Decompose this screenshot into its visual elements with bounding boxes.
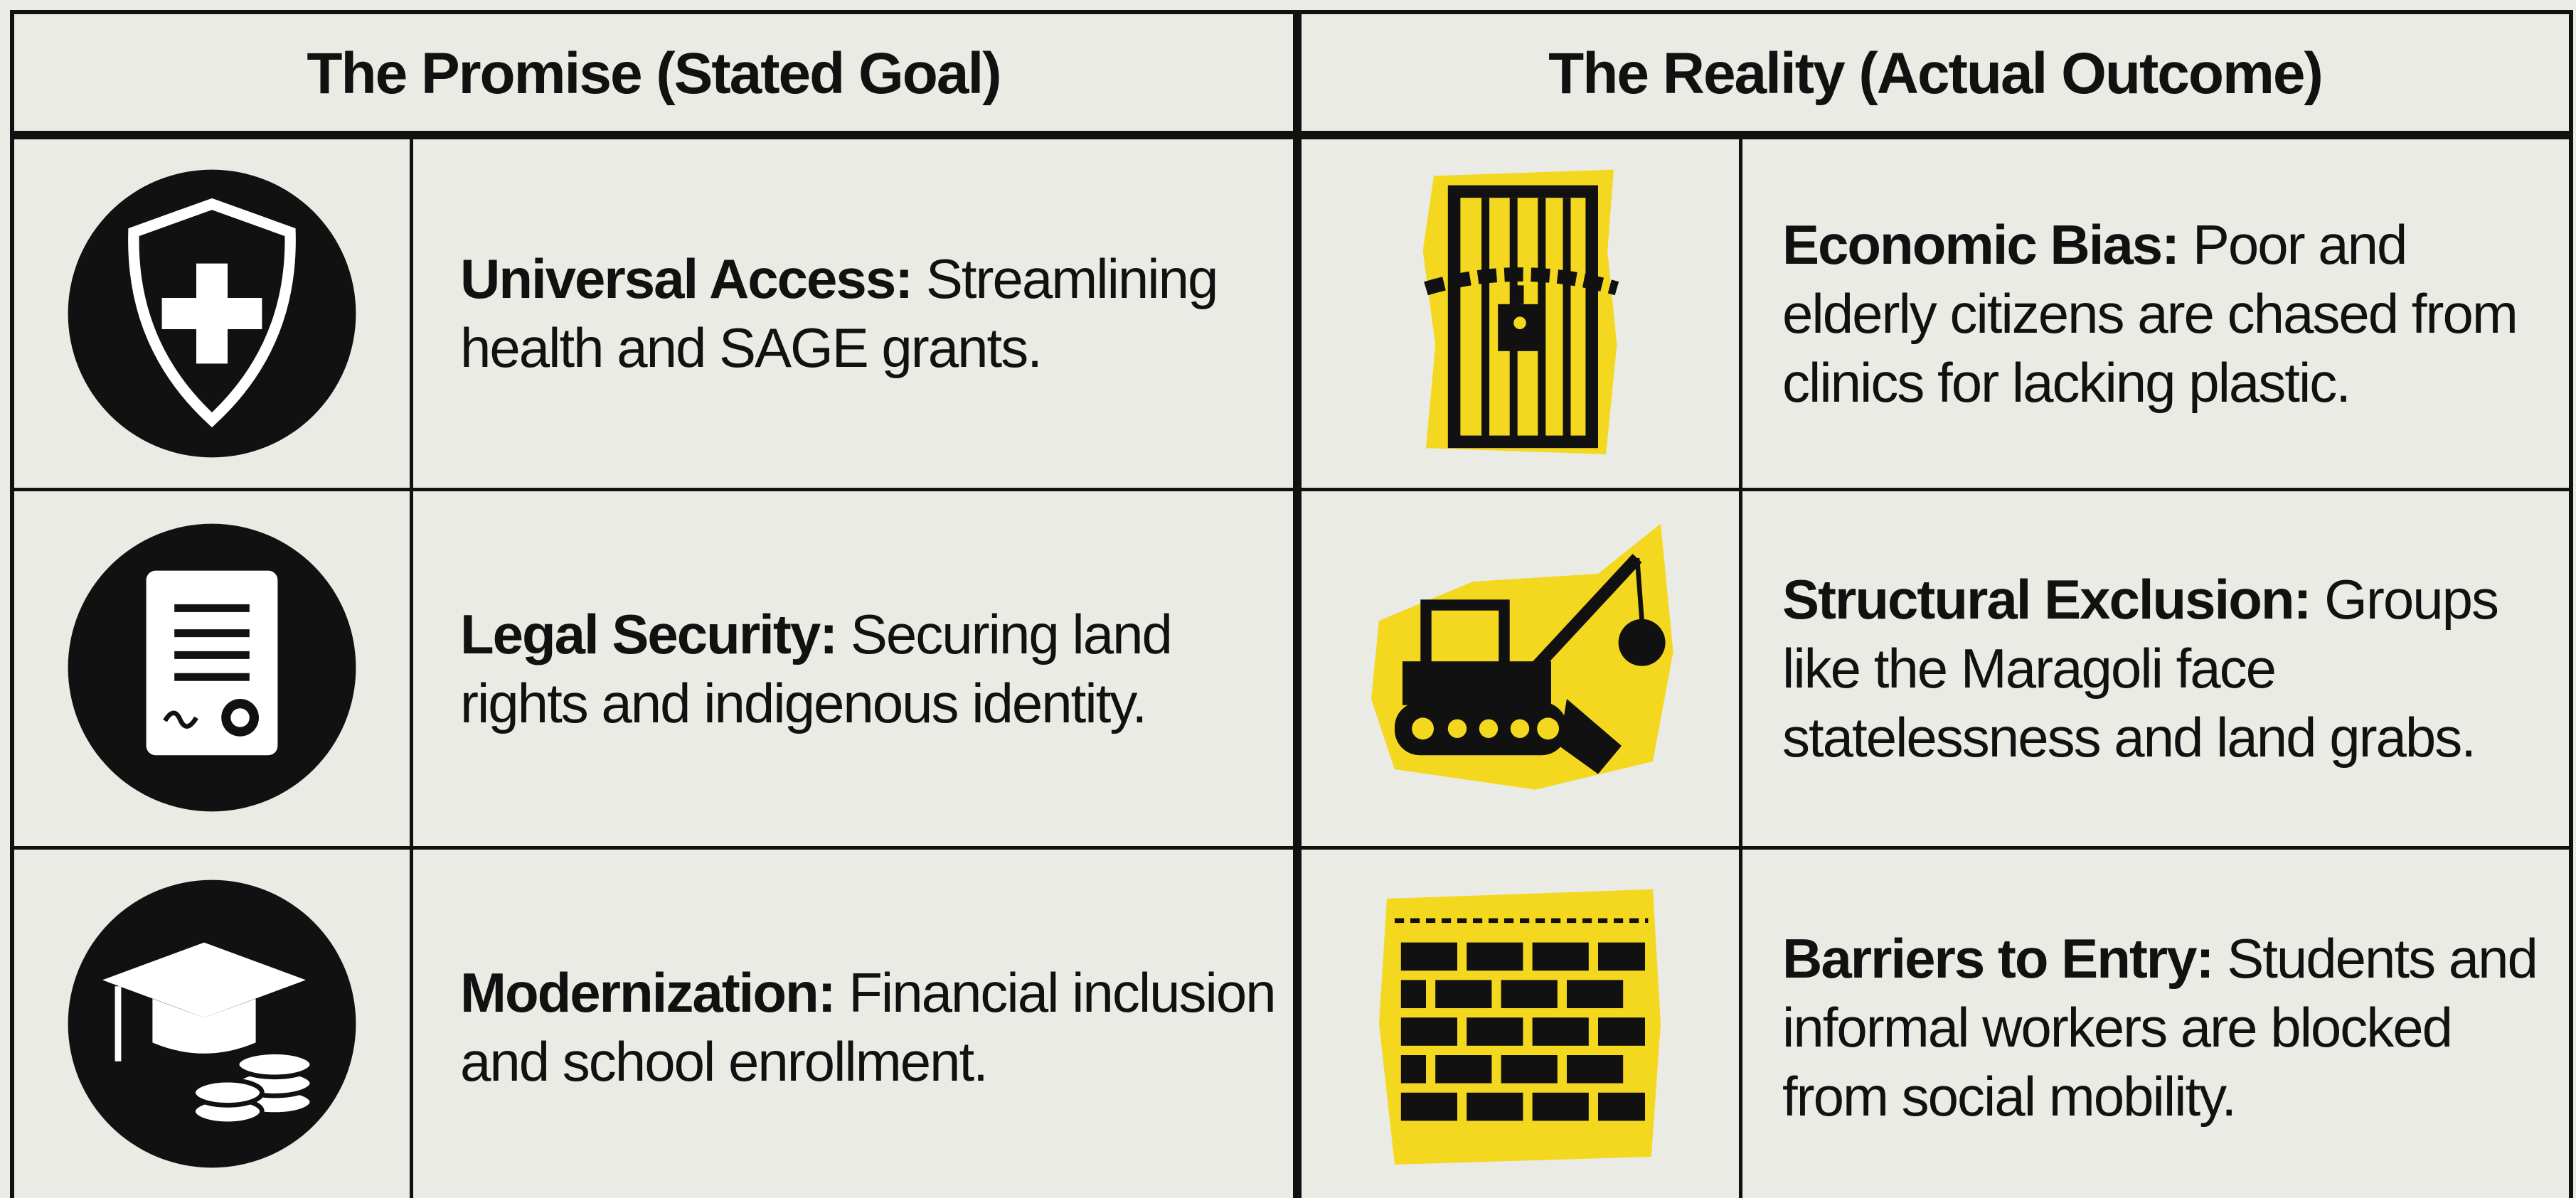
middle-divider [1293,10,1302,1198]
brick-wall-icon [1379,889,1661,1165]
label: Universal Access: [460,247,913,310]
reality-cell: Structural Exclusion: Groups like the Ma… [1782,491,2568,846]
text: Financial inclusion and school enrollmen… [460,961,1277,1093]
label: Economic Bias: [1782,213,2180,276]
text: Groups like the Maragoli face statelessn… [1782,568,2499,769]
promise-cell: Modernization: Financial inclusion and s… [460,850,1278,1198]
text: Students and informal workers are blocke… [1782,926,2538,1128]
scroll-icon [68,523,356,812]
promise-cell: Legal Security: Securing land rights and… [460,491,1278,846]
header: The Promise (Stated Goal) [307,41,1001,106]
label: Structural Exclusion: [1782,568,2311,631]
locked-door-icon [1422,169,1619,454]
shield-icon [68,169,356,458]
label: Barriers to Entry: [1782,926,2215,990]
text: Poor and elderly citizens are chased fro… [1782,213,2518,414]
promise-cell: Universal Access: Streamlining health an… [460,139,1278,488]
border-left [10,10,14,1198]
text: Securing land rights and indigenous iden… [460,602,1173,734]
row-divider [10,488,2573,491]
reality-cell: Economic Bias: Poor and elderly citizens… [1782,139,2568,488]
header: The Reality (Actual Outcome) [1548,41,2324,106]
label: Legal Security: [460,602,838,665]
header-divider [10,131,2573,139]
col-divider [1739,135,1742,1198]
bulldozer-icon [1371,523,1673,790]
label: Modernization: [460,961,836,1024]
border-right [2569,10,2573,1198]
row-divider [10,846,2573,850]
reality-cell: Barriers to Entry: Students and informal… [1782,850,2568,1198]
col-divider [410,135,413,1198]
text: Streamlining health and SAGE grants. [460,247,1218,379]
graduation-icon [68,879,356,1168]
